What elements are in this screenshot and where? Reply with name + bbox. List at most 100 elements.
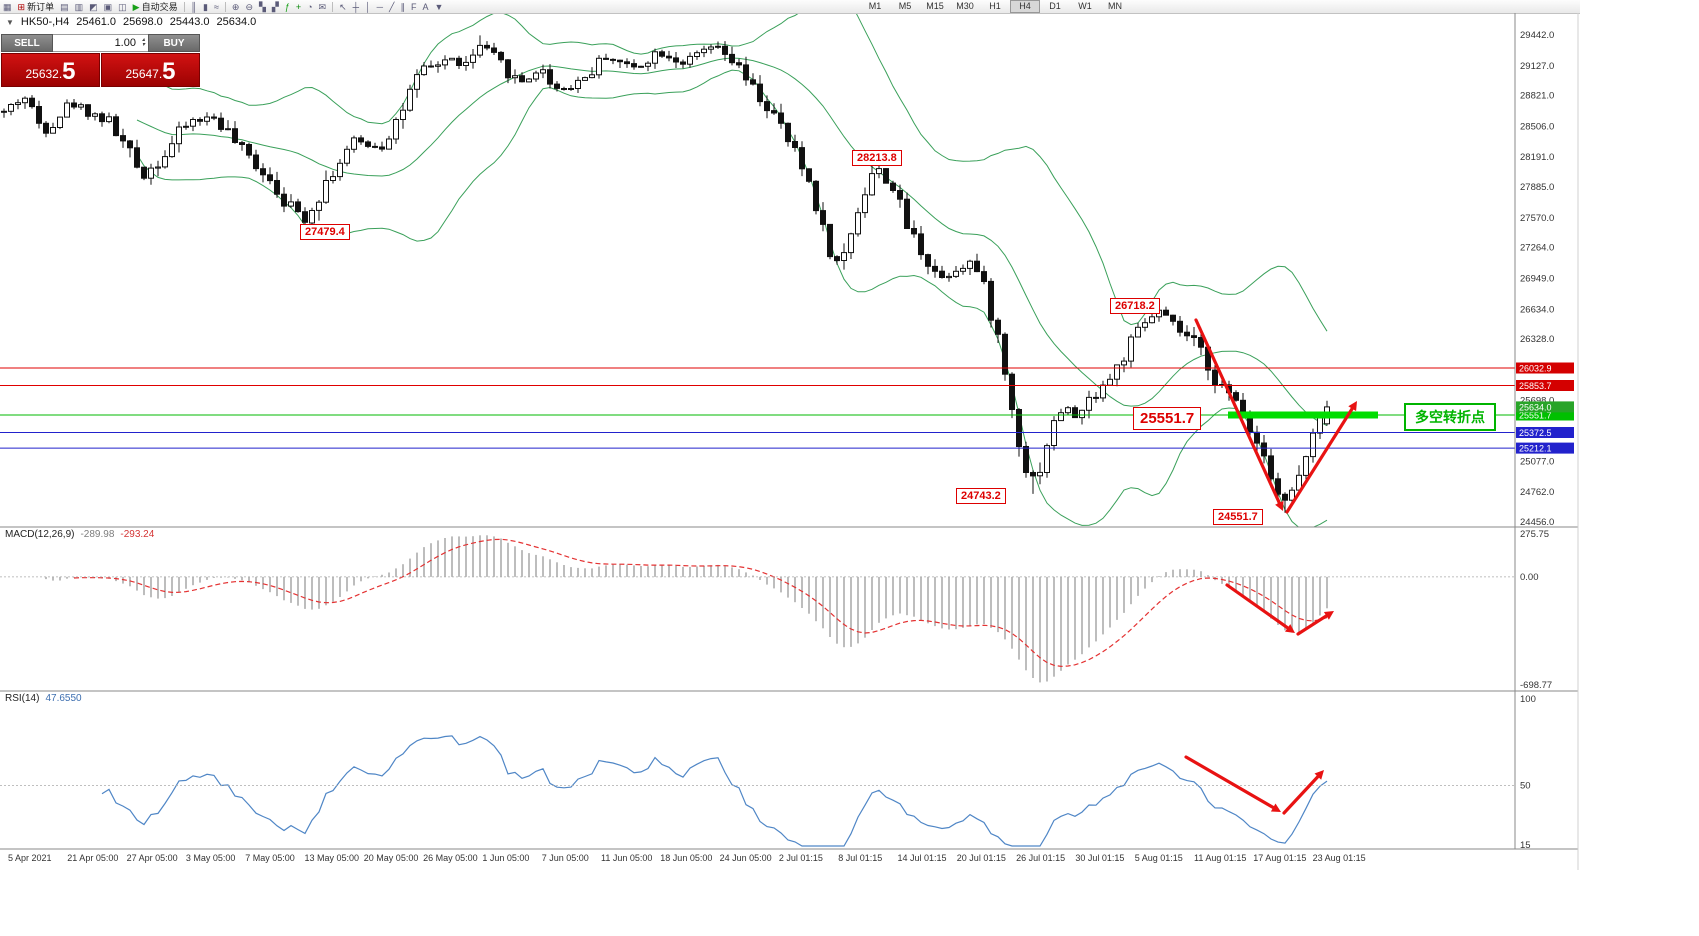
bar-chart-icon[interactable]: ║ [188, 1, 200, 13]
candlestick-chart-icon[interactable]: ▮ [200, 1, 211, 13]
zoom-in-icon[interactable]: ⊕ [229, 1, 243, 13]
timeframe-m30-button[interactable]: M30 [956, 1, 974, 11]
horizontal-line-icon-glyph: ─ [376, 1, 384, 12]
sell-price-button[interactable]: 25632. 5 [1, 53, 100, 87]
svg-text:14 Jul 01:15: 14 Jul 01:15 [898, 853, 947, 863]
trendline-icon-glyph: ╱ [389, 1, 395, 12]
cascade-windows-icon[interactable]: ▞ [269, 1, 282, 13]
svg-text:26032.9: 26032.9 [1519, 364, 1552, 374]
rsi-name: RSI(14) [5, 693, 40, 704]
timeframe-m15-button[interactable]: M15 [926, 1, 944, 11]
svg-text:26 May 05:00: 26 May 05:00 [423, 853, 478, 863]
line-chart-icon[interactable]: ≈ [211, 1, 222, 13]
arrows-tool-icon[interactable]: ▼ [431, 1, 446, 13]
svg-text:26328.0: 26328.0 [1520, 334, 1554, 345]
svg-text:2 Jul 01:15: 2 Jul 01:15 [779, 853, 823, 863]
text-label-icon[interactable]: A [419, 1, 431, 13]
trendline-icon[interactable]: ╱ [386, 1, 397, 13]
candlestick-chart-icon-glyph: ▮ [202, 1, 208, 12]
indicators-icon[interactable]: ƒ [282, 1, 293, 13]
sell-price-small-digits: 25632. [25, 67, 63, 81]
svg-text:5 Aug 01:15: 5 Aug 01:15 [1135, 853, 1183, 863]
cursor-icon-glyph: ↖ [339, 1, 347, 12]
crosshair-icon[interactable]: ┼ [350, 1, 362, 13]
buy-price-small-digits: 25647. [125, 67, 163, 81]
lot-size-value: 1.00 [114, 37, 136, 49]
chart-open-value: 25461.0 [76, 16, 116, 28]
terminal-icon-glyph: ▣ [103, 1, 113, 12]
svg-text:29127.0: 29127.0 [1520, 61, 1554, 72]
macd-signal-value: -293.24 [120, 529, 155, 540]
data-window-icon[interactable]: ▥ [72, 1, 87, 13]
toolbar-separator [183, 1, 185, 12]
timeframe-h4-button[interactable]: H4 [1010, 0, 1040, 13]
buy-button[interactable]: BUY [148, 34, 200, 52]
svg-text:27885.0: 27885.0 [1520, 182, 1554, 193]
svg-text:28191.0: 28191.0 [1520, 152, 1554, 163]
toolbar-separator [224, 1, 226, 12]
fibonacci-icon-glyph: F [410, 1, 417, 12]
cascade-windows-icon-glyph: ▞ [271, 1, 279, 12]
timeframe-m5-button[interactable]: M5 [898, 1, 912, 11]
mail-icon[interactable]: ✉ [316, 1, 330, 13]
timeframe-d1-button[interactable]: D1 [1049, 1, 1061, 11]
svg-text:0.00: 0.00 [1520, 572, 1539, 583]
price-chart-canvas[interactable]: 29442.0 29127.0 28821.0 28506.0 28191.0 27885… [0, 13, 1580, 870]
timeframe-m1-button[interactable]: M1 [868, 1, 882, 11]
equidistant-channel-icon-glyph: ∥ [400, 1, 405, 12]
fibonacci-icon[interactable]: F [408, 1, 420, 13]
chart-high-value: 25698.0 [122, 16, 163, 28]
market-watch-icon[interactable]: ▤ [57, 1, 72, 13]
timeframe-h1-button[interactable]: H1 [989, 1, 1001, 11]
equidistant-channel-icon[interactable]: ∥ [397, 1, 408, 13]
navigator-icon[interactable]: ◩ [86, 1, 101, 13]
autotrading-button[interactable]: ▶ 自动交易 [130, 1, 181, 13]
toolbar-separator [332, 1, 334, 12]
new-order-button[interactable]: ⊞ 新订单 [15, 1, 58, 13]
svg-text:26634.0: 26634.0 [1520, 304, 1554, 315]
timeframe-w1-button[interactable]: W1 [1078, 1, 1092, 11]
svg-text:23 Aug 01:15: 23 Aug 01:15 [1313, 853, 1366, 863]
period-clock-icon[interactable]: ◔ [304, 1, 315, 13]
cursor-icon[interactable]: ↖ [336, 1, 350, 13]
horizontal-line-icon[interactable]: ─ [374, 1, 386, 13]
sell-button[interactable]: SELL [1, 34, 53, 52]
new-order-button-glyph: ⊞ [17, 1, 26, 12]
autotrading-button-label: 自动交易 [141, 2, 178, 12]
lot-spinner-up-icon[interactable]: ▴ [141, 37, 145, 43]
timeframe-mn-button[interactable]: MN [1108, 1, 1122, 11]
lot-spinner-down-icon[interactable]: ▾ [141, 42, 145, 48]
buy-price-button[interactable]: 25647. 5 [101, 53, 200, 87]
svg-text:100: 100 [1520, 694, 1536, 705]
lot-size-input[interactable]: 1.00 ▴ ▾ [53, 34, 148, 52]
svg-text:29442.0: 29442.0 [1520, 30, 1554, 41]
terminal-icon[interactable]: ▣ [101, 1, 116, 13]
chart-window-icon-glyph: ▦ [3, 1, 12, 12]
svg-text:25634.0: 25634.0 [1519, 402, 1552, 412]
svg-text:24762.0: 24762.0 [1520, 487, 1554, 498]
svg-text:26949.0: 26949.0 [1520, 274, 1554, 285]
mt4-window: M1 M5 M15 M30 H1 H4 D1 W1 MN ▦ ⊞ 新订单 ▤ ▥ ◩ ▣ ◫ ▶ 自动交易 ║ ▮ ≈ ⊕… [0, 0, 1580, 870]
svg-text:20 Jul 01:15: 20 Jul 01:15 [957, 853, 1006, 863]
svg-text:25077.0: 25077.0 [1520, 456, 1554, 467]
svg-text:3 May 05:00: 3 May 05:00 [186, 853, 236, 863]
add-indicator-icon-glyph: + [295, 1, 302, 12]
svg-text:20 May 05:00: 20 May 05:00 [364, 853, 419, 863]
svg-text:26 Jul 01:15: 26 Jul 01:15 [1016, 853, 1065, 863]
svg-text:27 Apr 05:00: 27 Apr 05:00 [127, 853, 178, 863]
svg-text:7 May 05:00: 7 May 05:00 [245, 853, 295, 863]
svg-text:25698.0: 25698.0 [1520, 396, 1554, 407]
timeframe-toolbar: M1 M5 M15 M30 H1 H4 D1 W1 MN [860, 0, 1130, 13]
chart-type-icon: ▼ [6, 18, 14, 27]
svg-text:21 Apr 05:00: 21 Apr 05:00 [67, 853, 118, 863]
vertical-line-icon[interactable]: │ [362, 1, 374, 13]
zoom-out-icon[interactable]: ⊖ [242, 1, 256, 13]
main-toolbar: M1 M5 M15 M30 H1 H4 D1 W1 MN ▦ ⊞ 新订单 ▤ ▥ ◩ ▣ ◫ ▶ 自动交易 ║ ▮ ≈ ⊕… [0, 0, 1580, 14]
lot-spinner[interactable]: ▴ ▾ [139, 37, 148, 48]
strategy-tester-icon[interactable]: ◫ [115, 1, 130, 13]
svg-text:17 Aug 01:15: 17 Aug 01:15 [1253, 853, 1306, 863]
tile-windows-icon[interactable]: ▚ [256, 1, 269, 13]
sell-price-big-digit: 5 [62, 58, 76, 85]
add-indicator-icon[interactable]: + [293, 1, 304, 13]
chart-window-icon[interactable]: ▦ [0, 1, 15, 13]
